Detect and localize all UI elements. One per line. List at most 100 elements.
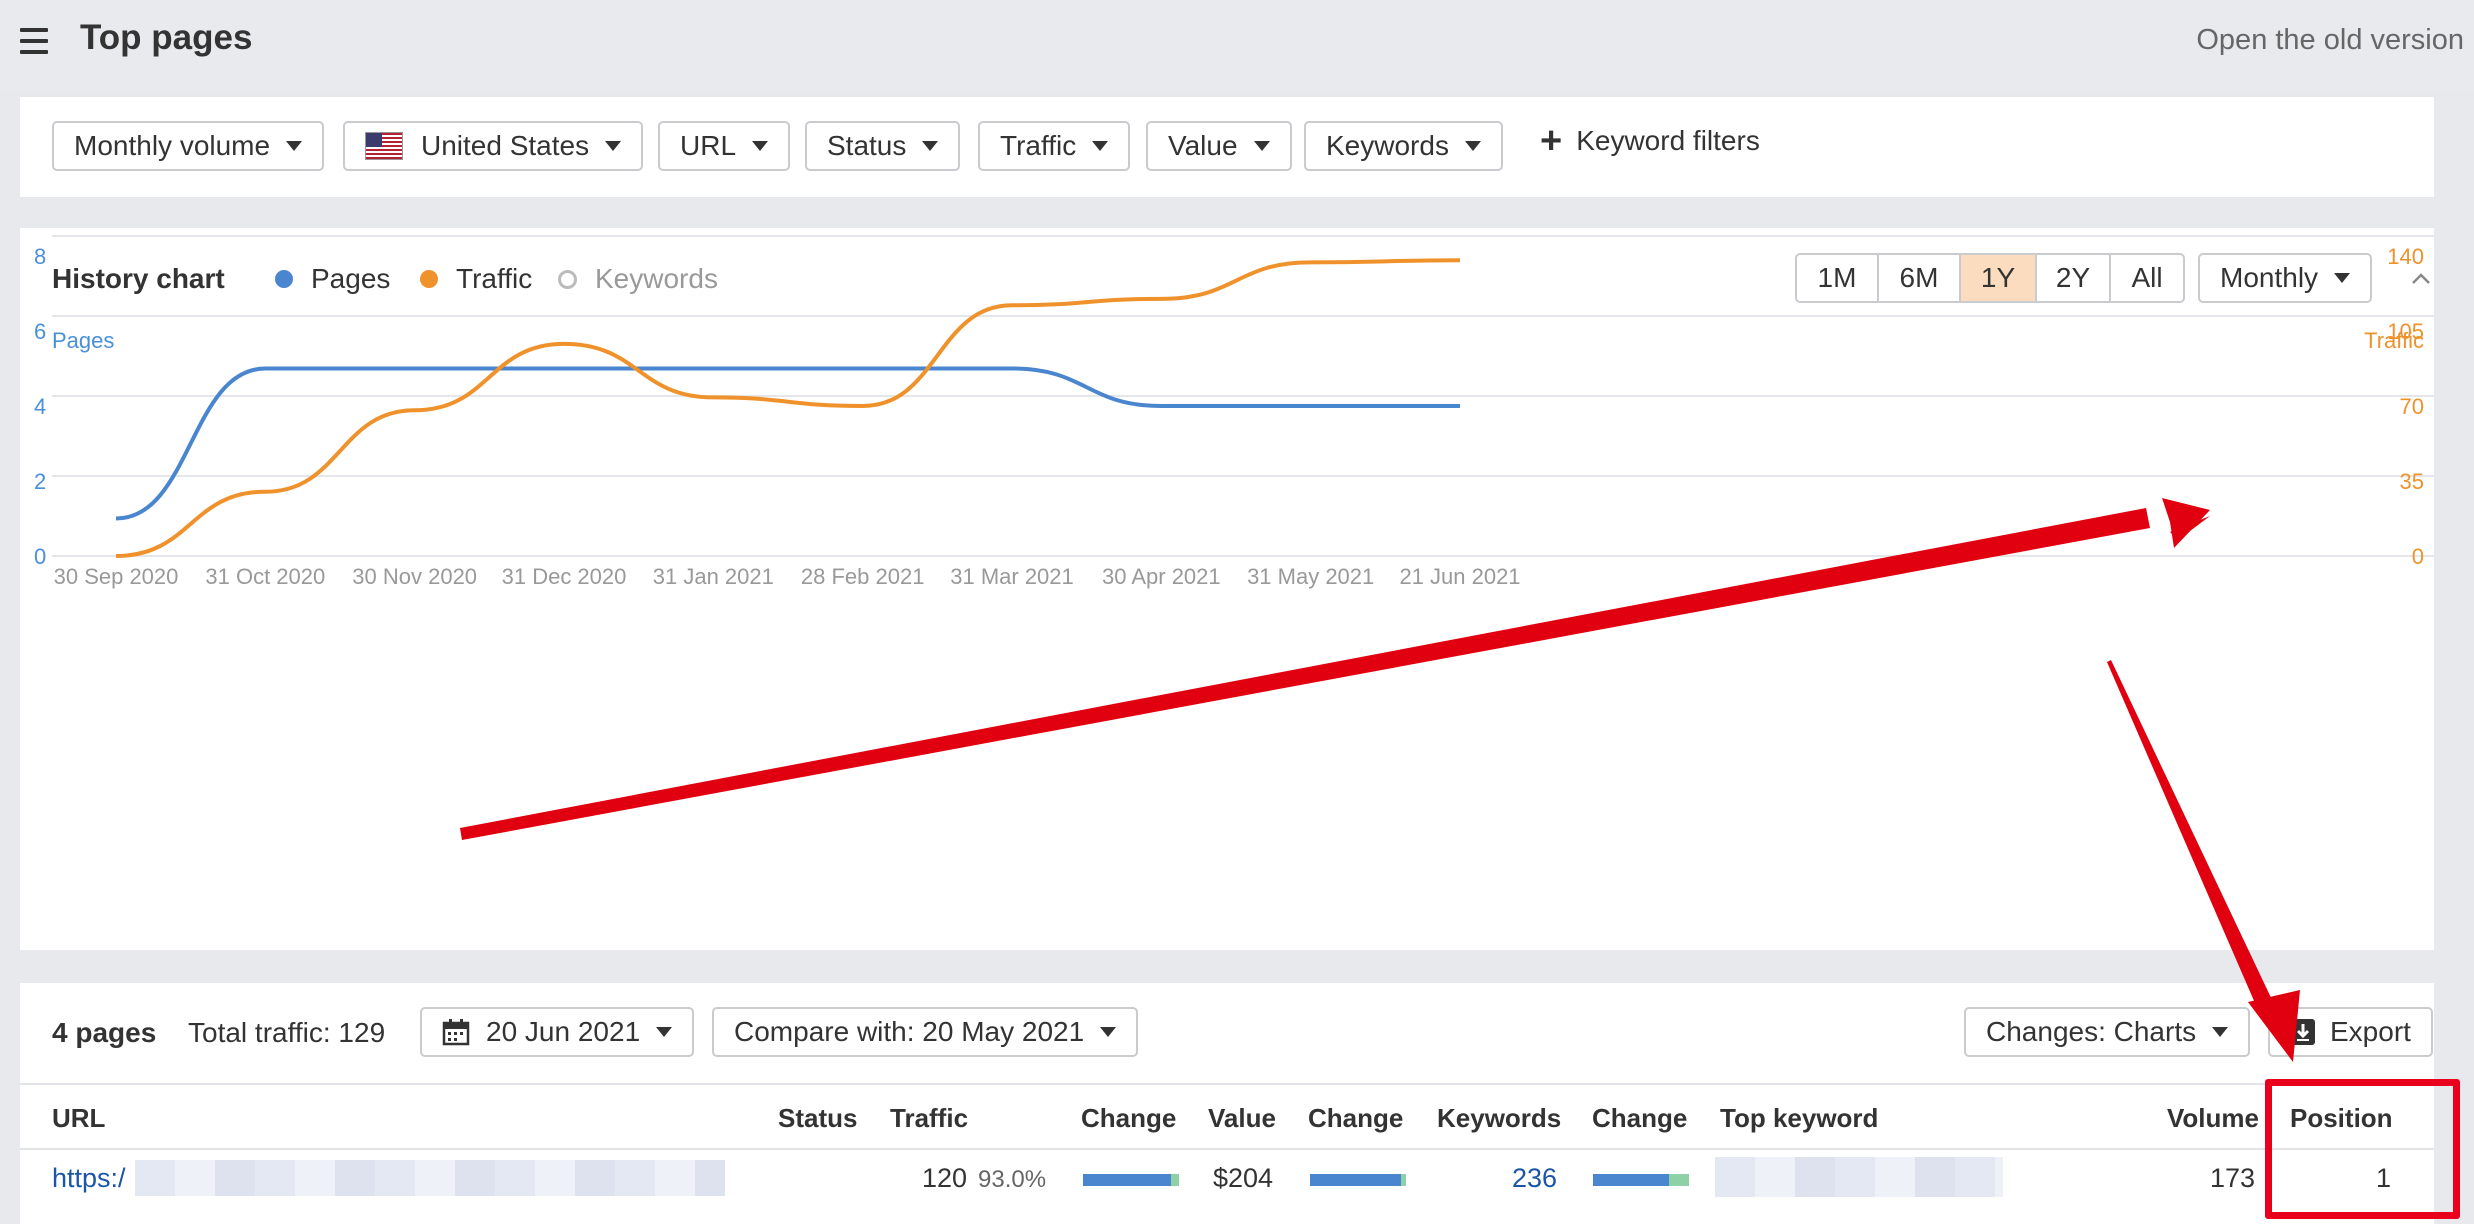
- legend-label: Keywords: [595, 263, 718, 294]
- traffic-change-bar: [1083, 1174, 1179, 1186]
- x-tick-label: 31 May 2021: [1247, 564, 1374, 589]
- caret-down-icon: [1253, 141, 1270, 151]
- export-label: Export: [2330, 1016, 2411, 1047]
- range-2y-button[interactable]: 2Y: [2035, 253, 2111, 303]
- legend-keywords[interactable]: Keywords: [558, 263, 718, 295]
- right-tick-label: 0: [2412, 544, 2424, 569]
- status-filter-dropdown[interactable]: Status: [805, 121, 961, 171]
- legend-label: Traffic: [456, 263, 533, 294]
- chevron-up-icon[interactable]: [2410, 268, 2432, 290]
- column-header-traffic-change[interactable]: Change: [1081, 1103, 1177, 1133]
- column-header-position[interactable]: Position: [2290, 1103, 2393, 1133]
- caret-down-icon: [922, 141, 939, 151]
- country-label: United States: [421, 130, 590, 161]
- range-selector: 1M 6M 1Y 2Y All: [1795, 253, 2185, 303]
- filters-bar: Monthly volume United States URL Status …: [20, 97, 2434, 197]
- column-header-volume[interactable]: Volume: [2167, 1103, 2259, 1133]
- compare-with-dropdown[interactable]: Compare with: 20 May 2021: [712, 1007, 1139, 1057]
- redacted-url-blur: [135, 1160, 725, 1196]
- x-tick-label: 30 Apr 2021: [1102, 564, 1221, 589]
- caret-down-icon: [2212, 1027, 2229, 1037]
- right-tick-label: 105: [2387, 319, 2424, 344]
- left-tick-label: 0: [34, 544, 46, 569]
- history-chart-card: History chart Pages Traffic Keywords 1M …: [20, 228, 2434, 950]
- legend-dot-icon: [558, 269, 577, 289]
- caret-down-icon: [605, 141, 622, 151]
- caret-down-icon: [752, 141, 769, 151]
- export-button[interactable]: Export: [2268, 1007, 2433, 1057]
- keywords-filter-label: Keywords: [1326, 130, 1449, 161]
- x-tick-label: 31 Dec 2020: [502, 564, 627, 589]
- column-header-traffic[interactable]: Traffic: [890, 1103, 969, 1133]
- header: Top pages Open the old version: [0, 0, 2474, 90]
- left-tick-label: 2: [34, 469, 46, 494]
- column-header-url[interactable]: URL: [52, 1103, 106, 1133]
- interval-dropdown[interactable]: Monthly: [2198, 253, 2373, 303]
- column-header-top-keyword[interactable]: Top keyword: [1720, 1103, 1879, 1133]
- keyword-filters-button[interactable]: + Keyword filters: [1540, 120, 1760, 162]
- divider: [20, 1148, 2434, 1150]
- open-old-version-link[interactable]: Open the old version: [2196, 24, 2464, 56]
- left-tick-label: 4: [34, 394, 46, 419]
- legend-pages[interactable]: Pages: [275, 263, 390, 295]
- range-1y-button[interactable]: 1Y: [1959, 253, 2037, 303]
- date-picker-button[interactable]: 20 Jun 2021: [420, 1007, 695, 1057]
- total-traffic: Total traffic: 129: [188, 1017, 386, 1048]
- x-tick-label: 31 Oct 2020: [205, 564, 325, 589]
- row-traffic-share: 93.0%: [978, 1166, 1047, 1193]
- us-flag-icon: [365, 132, 403, 160]
- row-value: $204: [1213, 1163, 1274, 1193]
- history-chart-title: History chart: [52, 263, 225, 294]
- right-tick-label: 35: [2400, 469, 2424, 494]
- right-axis-label: Traffic: [2364, 328, 2424, 353]
- row-keywords-link[interactable]: 236: [1512, 1163, 1558, 1193]
- right-tick-label: 70: [2400, 394, 2424, 419]
- plus-icon: +: [1540, 120, 1563, 162]
- country-dropdown[interactable]: United States: [343, 121, 644, 171]
- keyword-filters-label: Keyword filters: [1576, 125, 1760, 156]
- column-header-status[interactable]: Status: [778, 1103, 858, 1133]
- value-change-bar: [1310, 1174, 1406, 1186]
- x-tick-label: 30 Sep 2020: [54, 564, 179, 589]
- caret-down-icon: [1100, 1027, 1117, 1037]
- right-tick-label: 140: [2387, 244, 2424, 269]
- export-download-icon: [2291, 1019, 2315, 1045]
- x-tick-label: 21 Jun 2021: [1399, 564, 1520, 589]
- divider: [20, 1083, 2434, 1085]
- value-filter-label: Value: [1168, 130, 1238, 161]
- interval-label: Monthly: [2220, 262, 2319, 293]
- compare-label: Compare with: 20 May 2021: [734, 1016, 1085, 1047]
- caret-down-icon: [1464, 141, 1481, 151]
- page-title: Top pages: [80, 18, 253, 57]
- left-tick-label: 6: [34, 319, 46, 344]
- monthly-volume-dropdown[interactable]: Monthly volume: [52, 121, 325, 171]
- keywords-filter-dropdown[interactable]: Keywords: [1304, 121, 1503, 171]
- column-header-keywords-change[interactable]: Change: [1592, 1103, 1688, 1133]
- date-label: 20 Jun 2021: [486, 1016, 641, 1047]
- hamburger-menu-icon[interactable]: [20, 28, 48, 54]
- row-position: 1: [2376, 1163, 2392, 1193]
- legend-label: Pages: [311, 263, 391, 294]
- row-traffic: 120: [922, 1163, 968, 1193]
- row-url-link[interactable]: https:/: [52, 1163, 126, 1193]
- series-line-pages: [115, 366, 1460, 521]
- value-filter-dropdown[interactable]: Value: [1146, 121, 1292, 171]
- traffic-filter-dropdown[interactable]: Traffic: [978, 121, 1131, 171]
- range-all-button[interactable]: All: [2109, 253, 2185, 303]
- pages-count: 4 pages: [52, 1017, 157, 1048]
- changes-label: Changes: Charts: [1986, 1016, 2197, 1047]
- url-filter-label: URL: [680, 130, 737, 161]
- caret-down-icon: [1092, 141, 1109, 151]
- range-6m-button[interactable]: 6M: [1877, 253, 1961, 303]
- changes-mode-dropdown[interactable]: Changes: Charts: [1964, 1007, 2251, 1057]
- column-header-value[interactable]: Value: [1208, 1103, 1276, 1133]
- annotation-highlight-box: [2265, 1079, 2460, 1219]
- url-filter-dropdown[interactable]: URL: [658, 121, 791, 171]
- series-line-traffic: [115, 258, 1461, 558]
- column-header-value-change[interactable]: Change: [1308, 1103, 1404, 1133]
- keywords-change-bar: [1593, 1174, 1689, 1186]
- column-header-keywords[interactable]: Keywords: [1437, 1103, 1562, 1133]
- x-tick-label: 30 Nov 2020: [352, 564, 477, 589]
- legend-traffic[interactable]: Traffic: [420, 263, 532, 295]
- history-chart-plot: 0 2 4 6 8 0 35 70 105 140 30 Sep 2020 31 Oct 2020 30…: [34, 235, 2434, 589]
